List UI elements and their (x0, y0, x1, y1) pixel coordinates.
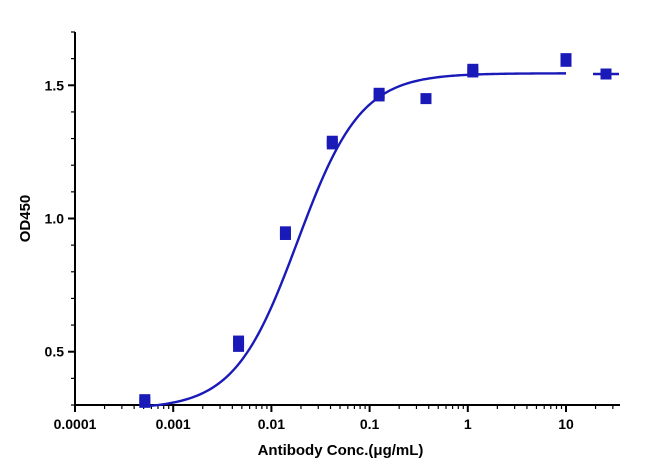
data-point (326, 135, 338, 147)
x-tick-label: 0.1 (360, 416, 380, 432)
data-point (373, 87, 385, 99)
x-tick-label: 0.01 (258, 416, 285, 432)
data-points (139, 53, 572, 408)
x-tick-label: 0.001 (156, 416, 191, 432)
data-point (279, 226, 291, 238)
y-tick-label: 1.0 (45, 211, 65, 227)
y-axis-title: OD450 (17, 195, 34, 243)
x-axis-ticks: 0.0001 0.001 0.01 0.1 1 10 (54, 405, 614, 432)
y-tick-label: 1.5 (45, 77, 65, 93)
legend (593, 68, 619, 80)
x-axis-title: Antibody Conc.(μg/mL) (258, 442, 424, 459)
data-point (420, 93, 432, 105)
y-tick-label: 0.5 (45, 344, 65, 360)
data-point (560, 53, 572, 65)
data-point (467, 63, 479, 75)
data-point (139, 394, 151, 406)
x-tick-label: 1 (464, 416, 472, 432)
legend-marker (600, 68, 612, 80)
x-tick-label: 10 (558, 416, 574, 432)
y-axis-ticks: 0.5 1.0 1.5 (45, 31, 75, 406)
fit-curve (144, 72, 566, 408)
data-point (233, 335, 245, 347)
axes (74, 32, 620, 406)
x-tick-label: 0.0001 (54, 416, 97, 432)
